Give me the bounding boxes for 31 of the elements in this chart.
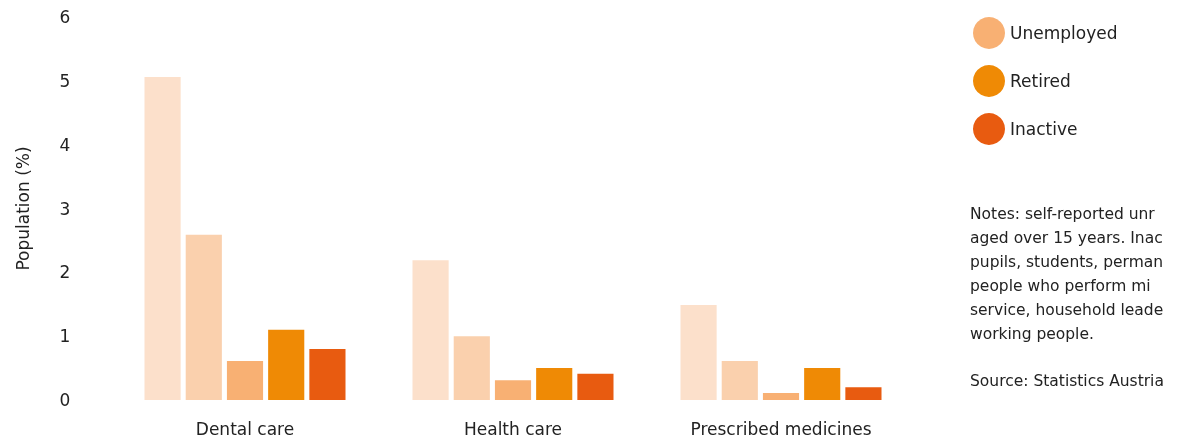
y-tick-label: 6 <box>59 7 71 27</box>
y-tick-label: 1 <box>59 326 71 347</box>
bar <box>494 380 532 400</box>
bar <box>144 77 181 400</box>
bar <box>453 336 490 400</box>
y-axis-title: Population (%) <box>12 146 33 271</box>
bar <box>577 373 614 400</box>
y-tick-label: 0 <box>59 390 71 410</box>
source-note: Source: Statistics Austria <box>970 372 1164 390</box>
y-tick-label: 3 <box>59 198 71 219</box>
bar <box>721 361 758 400</box>
legend-label: Unemployed <box>1010 23 1118 43</box>
bar <box>804 368 841 400</box>
bar <box>309 348 346 400</box>
bar <box>845 387 882 400</box>
x-tick-label: Prescribed medicines <box>690 418 872 439</box>
y-tick-label: 5 <box>59 70 71 91</box>
x-tick-label: Health care <box>463 418 563 439</box>
bar <box>536 368 573 400</box>
legend-label: Retired <box>1010 71 1071 91</box>
text: Notes: self-reported unr aged over 15 years. Inac pupils, students, perman people who perform mi service, household leade working people. <box>970 205 1164 343</box>
bar <box>680 304 717 400</box>
bar <box>762 392 800 400</box>
bar <box>226 361 264 400</box>
bar <box>268 329 305 400</box>
x-tick-label: Dental care <box>195 418 295 439</box>
y-tick-label: 2 <box>59 262 71 283</box>
bar <box>185 234 222 400</box>
y-tick-label: 4 <box>59 134 71 155</box>
bar <box>412 260 449 400</box>
legend-label: Inactive <box>1010 119 1078 139</box>
